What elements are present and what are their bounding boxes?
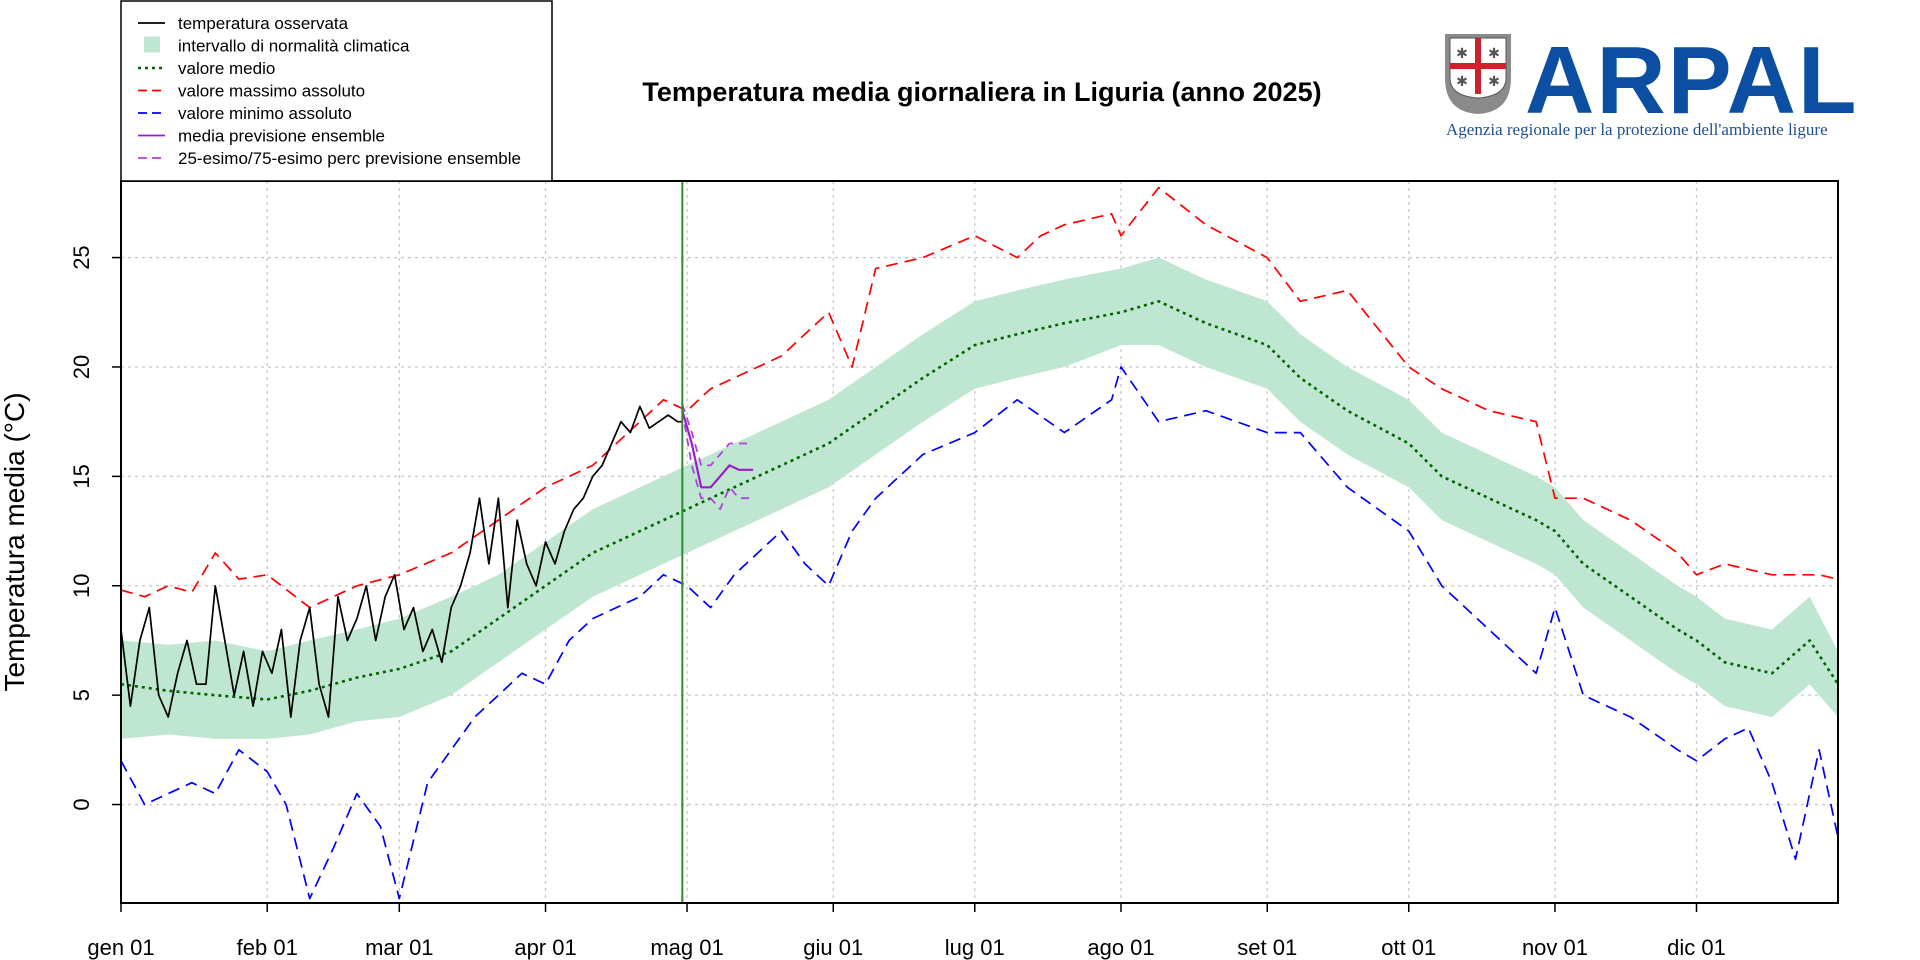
legend-item-band: intervallo di normalità climatica (144, 36, 410, 56)
x-tick-label: mar 01 (365, 935, 433, 960)
svg-text:✱: ✱ (1456, 46, 1468, 62)
liguria-crest-icon: ✱ ✱ ✱ ✱ (1445, 34, 1511, 114)
svg-text:✱: ✱ (1488, 46, 1500, 62)
legend-items: temperatura osservata intervallo di norma… (138, 14, 521, 168)
legend-item-observed: temperatura osservata (138, 14, 349, 33)
legend-item-min: valore minimo assoluto (138, 104, 352, 123)
x-tick-label: lug 01 (945, 935, 1005, 960)
series-layer (120, 186, 1840, 900)
series-line-observed (120, 405, 683, 718)
x-tick-label: set 01 (1237, 935, 1297, 960)
y-tick-label: 25 (69, 245, 94, 269)
legend-item-mean: valore medio (138, 59, 275, 78)
x-tick-label: ott 01 (1381, 935, 1436, 960)
y-tick-label: 5 (69, 689, 94, 701)
y-tick-label: 15 (69, 464, 94, 488)
normal-range-band (121, 257, 1838, 739)
legend-item-ens_mean: media previsione ensemble (138, 127, 385, 146)
legend-label: valore minimo assoluto (178, 104, 352, 123)
series-line-min (120, 366, 1839, 900)
x-axis-ticks: gen 01 feb 01 mar 01 apr 01 mag 01 giu 01 lug … (87, 903, 1726, 960)
legend-box (120, 0, 553, 182)
series-line-ens_mean (681, 410, 754, 489)
svg-text:✱: ✱ (1456, 74, 1468, 90)
x-tick-label: mag 01 (650, 935, 723, 960)
legend-label: valore medio (178, 59, 275, 78)
series-line-ens_p25 (681, 410, 754, 511)
plot-frame (120, 180, 1839, 904)
svg-text:✱: ✱ (1488, 74, 1500, 90)
legend-label: temperatura osservata (178, 14, 349, 33)
legend-item-ens_pct: 25-esimo/75-esimo perc previsione ensemb… (138, 149, 521, 168)
x-tick-label: nov 01 (1522, 935, 1588, 960)
legend-label: 25-esimo/75-esimo perc previsione ensemb… (178, 149, 521, 168)
y-tick-label: 10 (69, 574, 94, 598)
normal-range-band-layer (121, 257, 1838, 739)
y-tick-label: 20 (69, 355, 94, 379)
legend-label: media previsione ensemble (178, 127, 385, 146)
y-axis-ticks: 0 5 10 15 20 25 (69, 245, 121, 811)
legend-swatch (144, 36, 160, 53)
series-line-mean (120, 299, 1840, 701)
x-tick-label: apr 01 (514, 935, 576, 960)
logo-subtitle: Agenzia regionale per la protezione dell… (1446, 120, 1828, 139)
x-tick-label: dic 01 (1667, 935, 1726, 960)
y-tick-label: 0 (69, 798, 94, 810)
y-axis-label: Temperatura media (°C) (0, 392, 30, 691)
legend-item-max: valore massimo assoluto (138, 82, 365, 101)
x-tick-label: gen 01 (87, 935, 154, 960)
series-line-max (120, 186, 1839, 609)
series-line-ens_p75 (681, 403, 754, 467)
chart-title: Temperatura media giornaliera in Liguria… (642, 77, 1321, 107)
arpal-logo: ✱ ✱ ✱ ✱ ARPAL Agenzia regionale per la p… (1445, 27, 1859, 139)
legend: temperatura osservata intervallo di norma… (120, 0, 553, 182)
x-tick-label: ago 01 (1087, 935, 1154, 960)
x-tick-label: feb 01 (237, 935, 298, 960)
legend-label: valore massimo assoluto (178, 82, 365, 101)
legend-label: intervallo di normalità climatica (178, 37, 410, 56)
x-tick-label: giu 01 (803, 935, 863, 960)
logo-wordmark: ARPAL (1525, 27, 1859, 134)
